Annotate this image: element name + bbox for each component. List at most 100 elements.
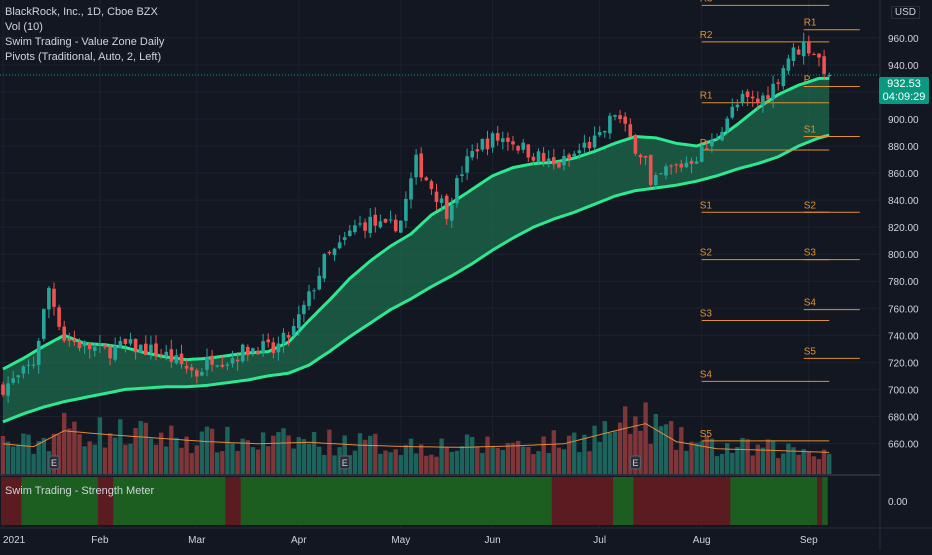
- pivot-label: R1: [700, 91, 713, 102]
- candle-body: [409, 178, 413, 200]
- currency-label[interactable]: USD: [890, 6, 920, 19]
- legend-value-zone[interactable]: Swim Trading - Value Zone Daily: [5, 36, 165, 48]
- price-tick-label: 760.00: [888, 304, 919, 315]
- candle-body: [501, 138, 505, 143]
- earnings-marker[interactable]: [629, 455, 641, 470]
- candle-body: [597, 132, 602, 136]
- candle-body: [378, 221, 383, 228]
- volume-bar: [801, 449, 806, 474]
- pivot-label: R3: [700, 0, 713, 4]
- candle-body: [511, 141, 515, 145]
- candle-body: [735, 104, 740, 108]
- volume-bar: [561, 449, 567, 474]
- volume-bar: [439, 438, 444, 474]
- volume-bar: [72, 421, 77, 474]
- volume-bar: [342, 435, 347, 474]
- candle-body: [358, 223, 362, 225]
- volume-bar: [770, 440, 776, 474]
- candle-body: [796, 49, 801, 55]
- pivot-label: S3: [700, 308, 713, 319]
- candle-body: [235, 359, 240, 362]
- candle-body: [256, 350, 260, 355]
- candle-body: [67, 338, 72, 341]
- candle-body: [1, 384, 5, 395]
- volume-bar: [577, 452, 582, 474]
- candle-body: [812, 54, 816, 56]
- volume-bar: [719, 453, 725, 474]
- candle-body: [373, 214, 378, 226]
- volume-bar: [658, 426, 664, 474]
- time-tick-label: Aug: [693, 535, 711, 546]
- volume-ma-path: [2, 423, 830, 453]
- strength-value-label: 0.00: [888, 497, 908, 508]
- legend-symbol[interactable]: BlackRock, Inc., 1D, Cboe BZX: [5, 6, 158, 18]
- candle-body: [404, 198, 408, 221]
- candle-body: [444, 195, 449, 219]
- candle-body: [42, 309, 46, 339]
- volume-bar: [189, 453, 194, 474]
- candle-body: [807, 42, 811, 54]
- volume-bar: [225, 426, 230, 474]
- volume-bar: [689, 441, 694, 474]
- candle-body: [348, 230, 352, 236]
- volume-bar: [521, 446, 526, 474]
- candle-body: [679, 163, 684, 168]
- candle-body: [16, 375, 21, 378]
- earnings-marker[interactable]: [48, 455, 60, 470]
- candle-body: [557, 161, 561, 168]
- pivot-label: S2: [700, 248, 713, 259]
- candle-body: [776, 82, 780, 84]
- volume-bar: [179, 447, 184, 474]
- volume-bar: [526, 447, 531, 474]
- volume-bar: [21, 433, 26, 474]
- candle-body: [399, 220, 403, 233]
- candle-body: [725, 118, 729, 132]
- price-tick-label: 740.00: [888, 331, 919, 342]
- candle-body: [470, 151, 474, 158]
- volume-bar: [449, 451, 454, 474]
- volume-bar: [199, 431, 205, 474]
- candle-body: [455, 178, 459, 204]
- volume-bar: [128, 443, 133, 474]
- earnings-marker[interactable]: [339, 455, 351, 470]
- candle-body: [281, 332, 286, 344]
- strength-segment: [225, 477, 242, 525]
- candle-body: [383, 218, 388, 223]
- strength-meter-title[interactable]: Swim Trading - Strength Meter: [5, 485, 155, 497]
- candle-body: [730, 106, 735, 118]
- volume-bar: [760, 447, 766, 474]
- volume-bar: [735, 447, 740, 474]
- volume-bar: [51, 433, 57, 474]
- volume-bar: [464, 434, 470, 474]
- strength-segment: [822, 477, 828, 525]
- volume-bar: [123, 444, 128, 474]
- price-tick-label: 800.00: [888, 250, 919, 261]
- volume-bar: [592, 425, 597, 474]
- candle-body: [618, 115, 622, 120]
- candle-body: [817, 53, 821, 58]
- legend-volume[interactable]: Vol (10): [5, 21, 43, 33]
- volume-bar: [811, 456, 817, 474]
- volume-bar: [291, 448, 296, 474]
- time-tick-label: Jul: [593, 535, 606, 546]
- volume-bar: [500, 449, 505, 474]
- volume-bar: [184, 436, 189, 474]
- legend-pivots[interactable]: Pivots (Traditional, Auto, 2, Left): [5, 51, 162, 63]
- candle-body: [317, 275, 321, 290]
- volume-bar: [169, 425, 174, 474]
- candle-body: [72, 339, 77, 343]
- volume-bar: [694, 442, 699, 474]
- volume-bar: [623, 406, 628, 474]
- volume-bar: [16, 444, 21, 474]
- volume-bar: [444, 447, 449, 474]
- candle-body: [485, 138, 490, 150]
- candle-body: [322, 254, 327, 279]
- candle-body: [761, 95, 765, 106]
- strength-meter-pane: [1, 477, 828, 525]
- candle-body: [516, 146, 520, 151]
- candle-body: [465, 156, 469, 173]
- candle-body: [552, 157, 556, 165]
- pivot-label: S4: [700, 369, 713, 380]
